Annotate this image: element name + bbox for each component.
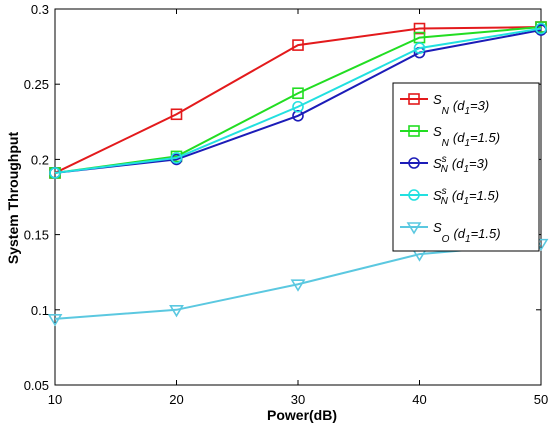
legend-label-base: S <box>433 156 442 171</box>
legend-label-sub: O <box>442 234 450 245</box>
data-point <box>170 152 183 164</box>
legend-marker <box>408 189 420 201</box>
data-point <box>47 314 63 327</box>
x-tick-label: 50 <box>534 392 548 407</box>
series-line <box>54 27 542 174</box>
legend-label-base: S <box>433 220 442 235</box>
legend-label-param-sub: 1 <box>464 106 470 117</box>
series-group <box>47 21 549 327</box>
legend-label-base: S <box>433 188 442 203</box>
series-line <box>54 26 542 174</box>
y-axis-label: System Throughput <box>5 132 21 265</box>
legend-label-param: (d <box>452 156 464 171</box>
data-point <box>292 87 304 100</box>
ticks-group: 10 20 30 40 50 0.05 0.1 0.15 0.2 0.25 0.3 <box>24 2 549 407</box>
legend-label-base: S <box>433 124 442 139</box>
legend-label-sub: N <box>441 164 449 175</box>
legend-label-param-val: =1.5) <box>470 130 500 145</box>
legend-label-param-val: =3) <box>469 156 488 171</box>
legend-label: SO (d1=1.5) <box>433 220 501 245</box>
legend-item-4: Ss N (d1=1.5) <box>400 186 499 207</box>
legend-label-sup: s <box>442 186 447 197</box>
x-axis-label: Power(dB) <box>267 407 337 423</box>
data-point <box>290 279 306 292</box>
legend-marker <box>408 93 420 105</box>
x-tick-label: 10 <box>48 392 62 407</box>
legend-label-param-val: =1.5) <box>471 226 501 241</box>
data-point <box>535 22 547 35</box>
legend-label: Ss N (d1=3) <box>433 154 488 175</box>
data-point <box>292 109 304 122</box>
y-tick-label: 0.15 <box>24 228 49 243</box>
y-tick-label: 0.1 <box>31 303 49 318</box>
legend-label-param: (d <box>453 98 465 113</box>
data-point <box>413 42 426 54</box>
legend-label: SN (d1=1.5) <box>433 124 500 149</box>
legend-label-sup: s <box>442 154 447 165</box>
legend-marker <box>406 222 422 235</box>
legend-item-5: SO (d1=1.5) <box>400 220 501 245</box>
series-4 <box>49 22 547 179</box>
x-tick-label: 30 <box>291 392 305 407</box>
legend-label: Ss N (d1=1.5) <box>433 186 499 207</box>
legend-label-param-val: =1.5) <box>469 188 499 203</box>
legend-label-param: (d <box>453 226 465 241</box>
legend-label-param-sub: 1 <box>463 164 469 175</box>
legend-label: SN (d1=3) <box>433 92 489 117</box>
legend-label-param-val: =3) <box>470 98 489 113</box>
data-point <box>49 167 61 179</box>
legend-label-base: S <box>433 92 442 107</box>
legend-item-1: SN (d1=3) <box>400 92 489 117</box>
data-point <box>169 305 184 318</box>
legend-label-sub: N <box>442 106 450 117</box>
data-point <box>292 100 304 113</box>
data-point <box>413 22 426 35</box>
legend-label-param: (d <box>453 130 465 145</box>
y-tick-label: 0.05 <box>24 378 49 393</box>
legend: SN (d1=3)SN (d1=1.5)Ss N (d1=3)Ss N (d1=1.5)SO… <box>392 82 540 252</box>
legend-item-2: SN (d1=1.5) <box>400 124 500 149</box>
legend-label-param-sub: 1 <box>464 138 470 149</box>
legend-marker <box>408 157 420 169</box>
legend-label-param: (d <box>452 188 464 203</box>
x-tick-label: 20 <box>169 392 183 407</box>
y-tick-label: 0.2 <box>31 152 49 167</box>
x-tick-label: 40 <box>412 392 426 407</box>
legend-label-param-sub: 1 <box>465 234 471 245</box>
legend-marker <box>408 125 420 137</box>
legend-label-sub: N <box>441 196 449 207</box>
y-tick-label: 0.25 <box>24 77 49 92</box>
data-point <box>292 39 304 51</box>
legend-label-param-sub: 1 <box>463 196 469 207</box>
y-tick-label: 0.3 <box>31 2 49 17</box>
data-point <box>170 108 183 121</box>
legend-label-sub: N <box>442 138 450 149</box>
legend-item-3: Ss N (d1=3) <box>400 154 488 175</box>
